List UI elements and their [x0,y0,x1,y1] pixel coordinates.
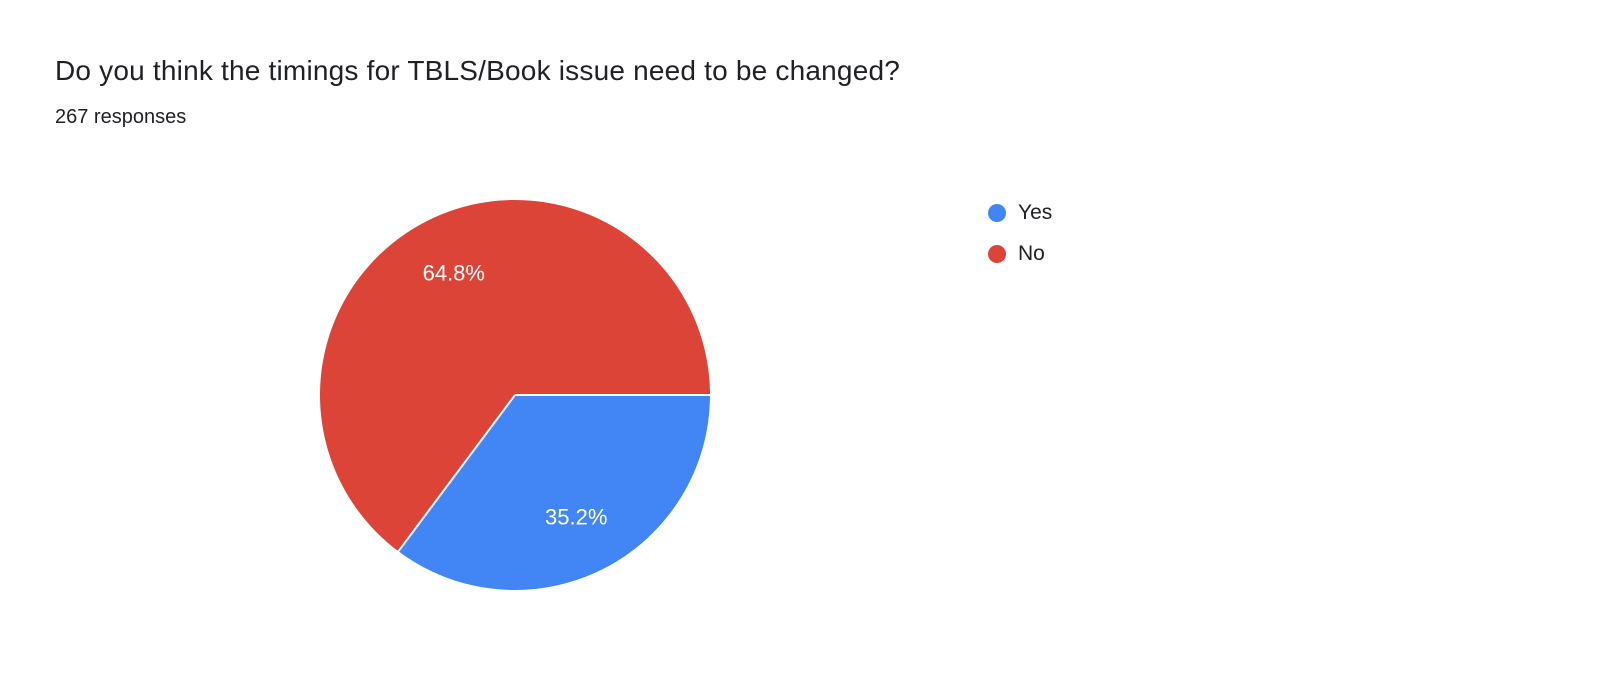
pie-label-no: 64.8% [423,260,485,285]
pie-chart-svg: 35.2% 64.8% [320,200,710,591]
legend-color-dot [988,245,1006,263]
legend-item-no: No [988,241,1052,267]
pie-slice-no [320,200,710,552]
chart-legend: Yes No [988,200,1052,282]
legend-color-dot [988,204,1006,222]
legend-item-yes: Yes [988,200,1052,226]
question-title: Do you think the timings for TBLS/Book i… [55,55,901,86]
response-count: 267 responses [55,106,187,128]
legend-label: Yes [1018,201,1053,224]
pie-chart: 35.2% 64.8% [320,200,710,591]
slice-separator [397,394,516,552]
pie-label-yes: 35.2% [545,505,607,530]
pie-slice-yes [398,395,710,591]
legend-label: No [1018,242,1045,265]
